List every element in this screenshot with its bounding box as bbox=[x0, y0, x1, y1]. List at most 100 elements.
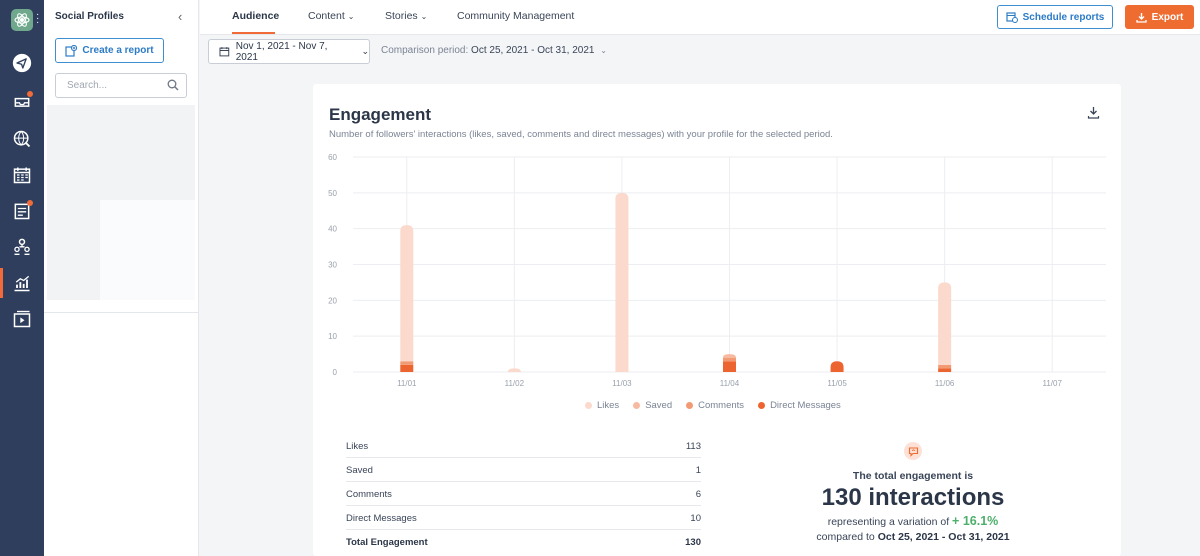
profile-search-input[interactable]: Search... bbox=[55, 73, 187, 98]
x-tick-label: 11/03 bbox=[612, 379, 632, 388]
export-label: Export bbox=[1151, 11, 1184, 23]
active-indicator bbox=[0, 268, 3, 298]
schedule-reports-label: Schedule reports bbox=[1022, 11, 1105, 23]
row-label: Saved bbox=[346, 465, 373, 476]
tasks-icon[interactable] bbox=[10, 199, 34, 223]
row-value: 113 bbox=[685, 441, 701, 452]
total-label: Total Engagement bbox=[346, 537, 428, 548]
y-tick-label: 20 bbox=[328, 296, 337, 305]
more-dots-icon[interactable]: · · · bbox=[36, 9, 40, 28]
social-profiles-panel: Social Profiles ‹ Create a report Search… bbox=[44, 0, 199, 556]
report-add-icon bbox=[65, 44, 78, 57]
card-subtitle: Number of followers' interactions (likes… bbox=[329, 129, 833, 140]
row-label: Comments bbox=[346, 489, 392, 500]
total-lead-text: The total engagement is bbox=[852, 470, 974, 482]
profile-list-placeholder bbox=[47, 105, 100, 300]
tab-content[interactable]: Content ⌄ bbox=[308, 10, 354, 22]
legend-label: Comments bbox=[698, 400, 745, 411]
comparison-label: Comparison period: bbox=[381, 45, 469, 56]
export-button[interactable]: Export bbox=[1125, 5, 1194, 29]
total-row: Total Engagement 130 bbox=[346, 530, 701, 554]
tab-community-management[interactable]: Community Management bbox=[457, 10, 575, 22]
analytics-icon[interactable] bbox=[10, 271, 34, 295]
date-range-value: Nov 1, 2021 - Nov 7, 2021 bbox=[235, 40, 328, 63]
bar-segment-comments bbox=[400, 361, 414, 365]
team-icon[interactable] bbox=[10, 234, 34, 258]
collapse-panel-icon[interactable]: ‹ bbox=[178, 9, 183, 24]
total-engagement-summary: The total engagement is 130 interactions… bbox=[783, 442, 1043, 543]
x-tick-label: 11/07 bbox=[1042, 379, 1062, 388]
total-interactions: 130 interactions bbox=[821, 484, 1005, 511]
y-tick-label: 0 bbox=[333, 368, 338, 377]
table-row: Likes 113 bbox=[346, 434, 701, 458]
download-chart-icon[interactable] bbox=[1087, 106, 1100, 124]
chart-legend: Likes Saved Comments Direct Messages bbox=[585, 400, 841, 411]
download-icon bbox=[1136, 12, 1147, 23]
variation-percent: + 16.1% bbox=[952, 514, 999, 528]
bar-segment-likes bbox=[938, 282, 952, 365]
schedule-icon bbox=[1006, 12, 1018, 23]
variation-line: representing a variation of + 16.1% bbox=[783, 514, 1043, 528]
create-report-label: Create a report bbox=[82, 45, 154, 56]
legend-item-saved[interactable]: Saved bbox=[633, 400, 672, 411]
legend-dot bbox=[585, 402, 592, 409]
total-value: 130 bbox=[685, 537, 701, 548]
search-placeholder: Search... bbox=[67, 80, 108, 91]
listening-icon[interactable] bbox=[10, 127, 34, 151]
legend-item-comments[interactable]: Comments bbox=[686, 400, 744, 411]
app-rail: · · · bbox=[0, 0, 44, 556]
panel-title: Social Profiles bbox=[55, 11, 124, 22]
bar-segment-comments bbox=[938, 364, 952, 369]
x-tick-label: 11/01 bbox=[397, 379, 417, 388]
app-logo-icon[interactable] bbox=[11, 9, 33, 31]
x-tick-label: 11/06 bbox=[935, 379, 955, 388]
table-row: Saved 1 bbox=[346, 458, 701, 482]
chevron-down-icon: ⌄ bbox=[420, 12, 428, 21]
x-tick-label: 11/04 bbox=[720, 379, 740, 388]
legend-dot bbox=[686, 402, 694, 409]
comparison-period-select[interactable]: Comparison period: Oct 25, 2021 - Oct 31… bbox=[381, 45, 607, 56]
y-tick-label: 50 bbox=[328, 189, 337, 198]
bar-segment-direct-messages bbox=[830, 361, 844, 372]
x-tick-label: 11/02 bbox=[505, 379, 525, 388]
card-title: Engagement bbox=[329, 105, 432, 124]
divider bbox=[44, 312, 198, 313]
bar-segment-likes bbox=[507, 368, 521, 372]
engagement-summary-table: Likes 113 Saved 1 Comments 6 Direct Message… bbox=[346, 434, 701, 554]
y-tick-label: 30 bbox=[328, 261, 337, 270]
legend-item-direct-messages[interactable]: Direct Messages bbox=[758, 400, 841, 411]
legend-dot bbox=[758, 402, 766, 409]
media-library-icon[interactable] bbox=[10, 307, 34, 331]
publish-icon[interactable] bbox=[10, 51, 34, 75]
bar-segment-direct-messages bbox=[723, 361, 736, 372]
compared-range: Oct 25, 2021 - Oct 31, 2021 bbox=[877, 531, 1010, 543]
bar-segment-comments bbox=[723, 357, 736, 362]
bar-segment-direct-messages bbox=[938, 368, 952, 372]
tab-stories-label: Stories bbox=[385, 10, 418, 22]
table-row: Direct Messages 10 bbox=[346, 506, 701, 530]
calendar-icon bbox=[219, 47, 230, 57]
tab-content-label: Content bbox=[308, 10, 345, 22]
date-range-picker[interactable]: Nov 1, 2021 - Nov 7, 2021 ⌄ bbox=[208, 39, 370, 64]
inbox-icon[interactable] bbox=[10, 90, 34, 114]
engagement-chat-icon bbox=[904, 442, 922, 460]
create-report-button[interactable]: Create a report bbox=[55, 38, 164, 63]
tab-stories[interactable]: Stories ⌄ bbox=[385, 10, 427, 22]
bar-segment-saved bbox=[723, 354, 736, 358]
active-tab-underline bbox=[232, 32, 275, 34]
schedule-reports-button[interactable]: Schedule reports bbox=[997, 5, 1113, 29]
bar-segment-likes bbox=[400, 225, 414, 362]
legend-label: Saved bbox=[645, 400, 673, 411]
row-value: 1 bbox=[695, 465, 701, 476]
calendar-icon[interactable] bbox=[10, 163, 34, 187]
chevron-down-icon: ⌄ bbox=[361, 46, 369, 56]
engagement-card: Engagement Number of followers' interact… bbox=[313, 84, 1121, 556]
bar-segment-likes bbox=[615, 192, 629, 372]
row-label: Likes bbox=[346, 441, 369, 452]
legend-item-likes[interactable]: Likes bbox=[585, 400, 619, 411]
row-label: Direct Messages bbox=[346, 513, 417, 524]
tab-audience[interactable]: Audience bbox=[232, 10, 280, 22]
row-value: 10 bbox=[690, 513, 701, 524]
chevron-down-icon: ⌄ bbox=[347, 12, 355, 21]
profile-list-placeholder bbox=[100, 105, 195, 200]
